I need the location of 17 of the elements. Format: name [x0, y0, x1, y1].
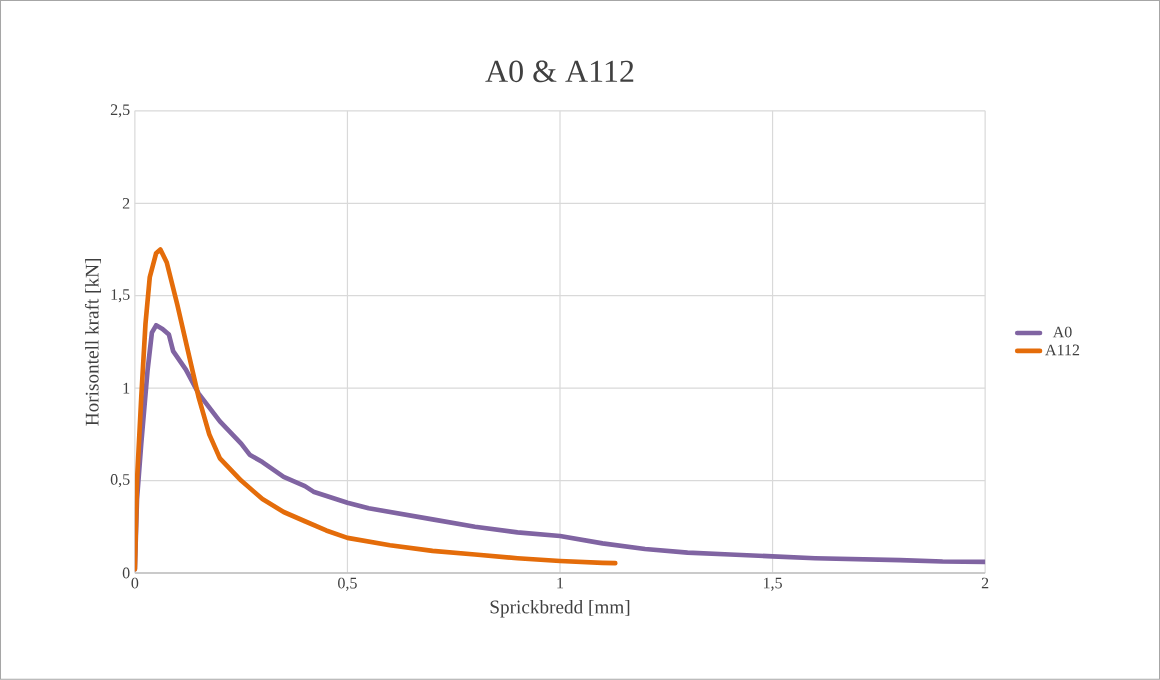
chart-title: A0 & A112	[485, 60, 634, 83]
y-tick-label: 1	[123, 382, 130, 394]
y-tick-label: 0,5	[110, 474, 130, 488]
y-tick-label: 1,5	[111, 289, 130, 303]
line-series	[134, 247, 618, 572]
x-tick-label: 0	[131, 577, 139, 589]
y-tick-label: 0	[122, 567, 130, 579]
x-axis-title: Sprickbredd [mm]	[490, 600, 630, 618]
y-tick-label: 2,5	[110, 104, 130, 118]
legend-label: A112	[1045, 344, 1080, 356]
legend-label: A0	[1052, 326, 1072, 338]
y-axis-title: Horisontell kraft [kN]	[84, 259, 102, 426]
x-tick-label: 2	[981, 577, 989, 589]
x-tick-label: 1	[557, 577, 564, 589]
y-tick-label: 2	[122, 198, 130, 209]
x-tick-label: 1,5	[763, 577, 782, 591]
x-tick-label: 0,5	[338, 577, 357, 591]
